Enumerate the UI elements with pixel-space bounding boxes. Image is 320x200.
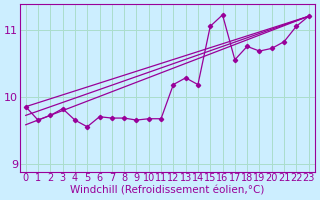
X-axis label: Windchill (Refroidissement éolien,°C): Windchill (Refroidissement éolien,°C) xyxy=(70,186,264,196)
